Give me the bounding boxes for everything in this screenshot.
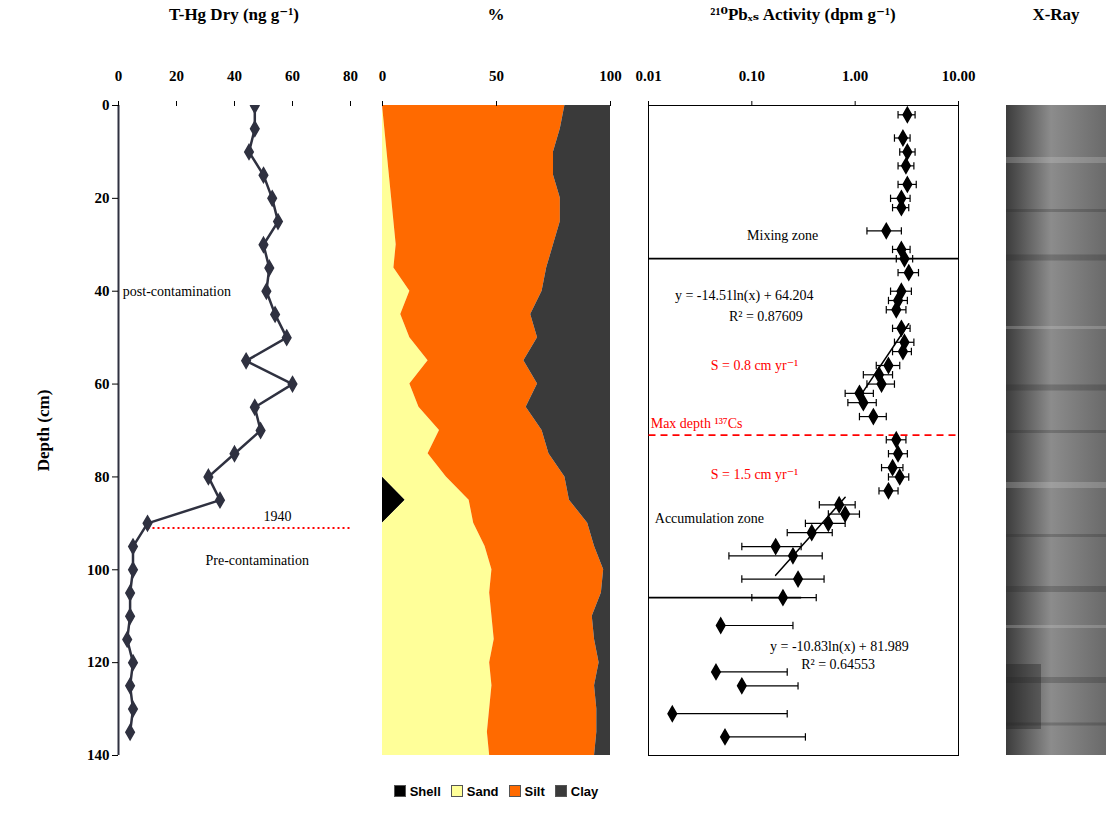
html-text:X-Ray: X-Ray (1032, 5, 1080, 24)
svg-text:20: 20 (169, 68, 184, 84)
svg-text:120: 120 (87, 654, 110, 670)
svg-text:0.01: 0.01 (635, 68, 661, 84)
svg-text:100: 100 (87, 562, 110, 578)
svg-text:y = -10.83ln(x) + 81.989: y = -10.83ln(x) + 81.989 (770, 639, 909, 655)
html-text:Shell: Shell (409, 783, 441, 799)
svg-text:80: 80 (95, 469, 110, 485)
svg-text:10.00: 10.00 (942, 68, 976, 84)
svg-text:50: 50 (489, 68, 504, 84)
svg-text:Pre-contamination: Pre-contamination (206, 553, 309, 568)
svg-text:R² = 0.87609: R² = 0.87609 (729, 309, 803, 324)
svg-text:S = 0.8 cm yr⁻¹: S = 0.8 cm yr⁻¹ (711, 358, 799, 373)
svg-text:80: 80 (343, 68, 358, 84)
svg-text:1940: 1940 (264, 509, 292, 524)
svg-text:1.00: 1.00 (842, 68, 868, 84)
html-text:Clay: Clay (570, 783, 599, 799)
svg-text:60: 60 (95, 376, 110, 392)
svg-text:140: 140 (87, 747, 110, 763)
svg-text:Mixing zone: Mixing zone (747, 228, 818, 243)
svg-text:60: 60 (285, 68, 300, 84)
svg-text:post-contamination: post-contamination (123, 284, 231, 299)
svg-text:0: 0 (115, 68, 123, 84)
svg-text:100: 100 (599, 68, 622, 84)
html-text:Silt: Silt (524, 783, 545, 799)
svg-text:y = -14.51ln(x) + 64.204: y = -14.51ln(x) + 64.204 (675, 288, 814, 304)
svg-text:Depth (cm): Depth (cm) (34, 390, 53, 472)
svg-text:0.10: 0.10 (739, 68, 765, 84)
html-text:Sand: Sand (466, 783, 499, 799)
svg-text:40: 40 (227, 68, 242, 84)
svg-text:0: 0 (379, 68, 387, 84)
html-text:T-Hg Dry (ng g⁻¹): T-Hg Dry (ng g⁻¹) (169, 5, 299, 24)
svg-text:R² = 0.64553: R² = 0.64553 (801, 657, 875, 672)
svg-text:20: 20 (95, 190, 110, 206)
svg-text:40: 40 (95, 283, 110, 299)
svg-text:Max depth ¹³⁷Cs: Max depth ¹³⁷Cs (651, 416, 743, 431)
svg-text:S = 1.5 cm yr⁻¹: S = 1.5 cm yr⁻¹ (711, 467, 799, 482)
svg-text:0: 0 (102, 97, 110, 113)
html-text:²¹⁰Pbₓₛ Activity (dpm g⁻¹): ²¹⁰Pbₓₛ Activity (dpm g⁻¹) (710, 5, 896, 24)
svg-text:Accumulation zone: Accumulation zone (655, 511, 764, 526)
